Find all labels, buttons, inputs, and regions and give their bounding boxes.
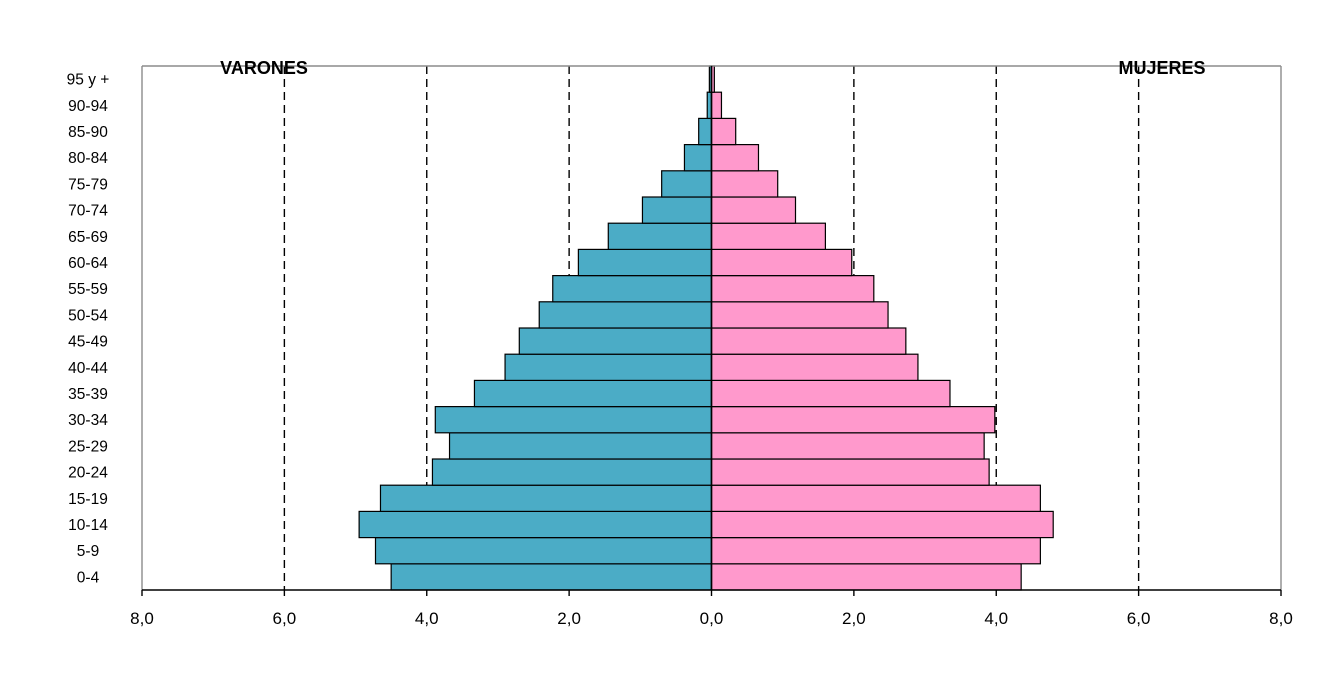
category-label: 45-49: [68, 334, 108, 351]
bar-varones: [518, 327, 713, 355]
x-axis-tick-labels: 8,0 6,0 4,0 2,0 0,0 2,0 4,0 6,0 8,0: [130, 609, 1293, 628]
x-tick-label: 8,0: [130, 609, 154, 628]
bar-varones: [379, 484, 713, 513]
category-label: 0-4: [77, 569, 100, 586]
bar-mujeres: [710, 117, 737, 146]
category-label: 10-14: [68, 517, 108, 534]
category-label: 20-24: [68, 465, 108, 482]
bar-mujeres: [710, 144, 760, 172]
bar-mujeres: [710, 275, 875, 303]
bar-mujeres: [710, 406, 996, 434]
bar-varones: [552, 275, 713, 303]
bar-mujeres: [710, 196, 797, 224]
plot-frame: [141, 65, 1282, 596]
bar-varones: [661, 170, 713, 198]
bar-mujeres: [710, 327, 907, 355]
x-tick-label: 6,0: [273, 609, 297, 628]
category-label: 25-29: [68, 438, 108, 455]
bar-mujeres: [710, 458, 990, 486]
bar-varones: [698, 117, 713, 146]
bar-varones: [683, 144, 713, 172]
x-tick-label: 4,0: [415, 609, 439, 628]
right-side-label: MUJERES: [1118, 58, 1205, 78]
category-label: 15-19: [68, 491, 108, 508]
bar-mujeres: [710, 484, 1041, 513]
category-label: 65-69: [68, 229, 108, 246]
bar-varones: [577, 248, 713, 277]
x-tick-label: 2,0: [557, 609, 581, 628]
bar-mujeres: [710, 379, 951, 408]
x-tick-label: 4,0: [984, 609, 1008, 628]
bar-mujeres: [710, 432, 985, 460]
bar-mujeres: [710, 170, 779, 198]
bar-mujeres: [710, 510, 1054, 539]
bar-varones: [434, 406, 713, 434]
category-labels: 0-4 5-9 10-14 15-19 20-24 25-29 30-34 35-39 40-4…: [67, 72, 110, 587]
category-label: 60-64: [68, 255, 108, 272]
category-label: 50-54: [68, 307, 108, 324]
bar-mujeres: [710, 353, 919, 382]
x-tick-label: 2,0: [842, 609, 866, 628]
bar-varones: [607, 222, 713, 250]
x-tick-label: 6,0: [1127, 609, 1151, 628]
category-label: 80-84: [68, 150, 108, 167]
bar-varones: [448, 432, 713, 460]
bar-varones: [390, 563, 713, 591]
x-tick-label: 0,0: [700, 609, 724, 628]
category-label: 35-39: [68, 386, 108, 403]
category-label: 70-74: [68, 203, 108, 220]
category-label: 5-9: [77, 543, 99, 560]
bar-varones: [641, 196, 713, 224]
bar-mujeres: [710, 563, 1022, 591]
category-label: 75-79: [68, 176, 108, 193]
bar-varones: [431, 458, 713, 486]
bar-varones: [358, 510, 713, 539]
category-label: 90-94: [68, 98, 108, 115]
bar-mujeres: [710, 222, 827, 250]
bar-varones: [504, 353, 713, 382]
category-label: 40-44: [68, 360, 108, 377]
bar-mujeres: [710, 248, 853, 277]
bar-mujeres: [710, 536, 1041, 565]
bar-varones: [374, 536, 713, 565]
category-label: 55-59: [68, 281, 108, 298]
category-label: 95 y +: [67, 72, 110, 89]
bar-mujeres: [710, 301, 889, 329]
bar-mujeres: [710, 91, 723, 119]
x-tick-label: 8,0: [1269, 609, 1293, 628]
bars: [358, 65, 1054, 591]
bar-varones: [473, 379, 713, 408]
bar-varones: [538, 301, 713, 329]
category-label: 85-90: [68, 124, 108, 141]
left-side-label: VARONES: [220, 58, 308, 78]
category-label: 30-34: [68, 412, 108, 429]
